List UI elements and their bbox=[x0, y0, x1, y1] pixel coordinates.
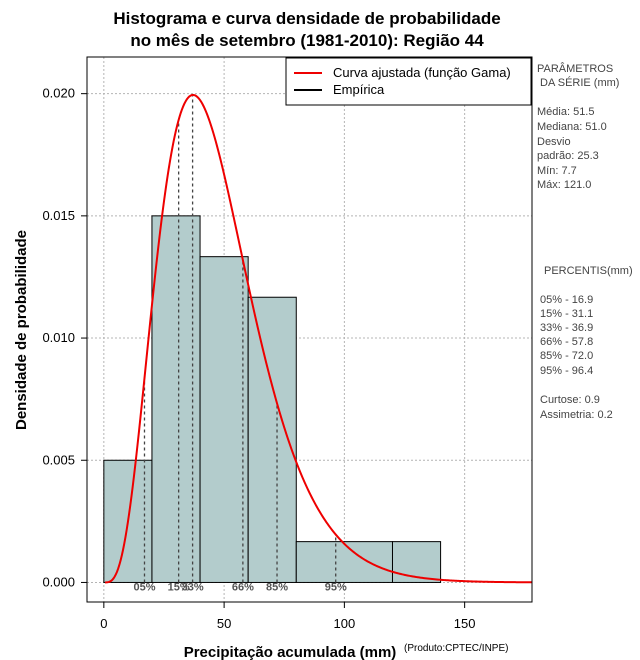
chart-title-line1: Histograma e curva densidade de probabil… bbox=[113, 9, 500, 28]
param-desvio-2: padrão: 25.3 bbox=[537, 150, 599, 162]
param-media: Média: 51.5 bbox=[537, 106, 594, 118]
chart-title-line2: no mês de setembro (1981-2010): Região 4… bbox=[130, 31, 484, 50]
x-tick-label: 150 bbox=[454, 616, 476, 631]
legend-label-empirical: Empírica bbox=[333, 82, 385, 97]
y-tick-label: 0.000 bbox=[42, 574, 75, 589]
param-min: Mín: 7.7 bbox=[537, 165, 577, 177]
legend-label-curve: Curva ajustada (função Gama) bbox=[333, 65, 511, 80]
percentile-label: 95% bbox=[325, 581, 347, 593]
histogram-bar bbox=[199, 256, 249, 583]
histogram-bar bbox=[295, 541, 393, 583]
histogram-bars bbox=[103, 215, 442, 583]
y-axis-title: Densidade de probabilidade bbox=[13, 230, 30, 430]
params-title-2: DA SÉRIE (mm) bbox=[540, 76, 619, 89]
x-tick-label: 100 bbox=[334, 616, 356, 631]
stat-curtose: Curtose: 0.9 bbox=[540, 394, 600, 406]
percentil-33: 33% - 36.9 bbox=[540, 322, 593, 334]
gamma-curve-layer bbox=[105, 93, 533, 584]
percentile-label: 15% bbox=[168, 581, 190, 593]
product-credit: (Produto:CPTEC/INPE) bbox=[404, 643, 508, 654]
y-tick-label: 0.020 bbox=[42, 86, 75, 101]
y-tick-label: 0.005 bbox=[42, 452, 75, 467]
param-mediana: Mediana: 51.0 bbox=[537, 121, 607, 133]
percentile-lines: 05% 15%33% 66% 85% 95% bbox=[133, 94, 347, 593]
legend: Curva ajustada (função Gama) Empírica bbox=[285, 57, 532, 106]
percentil-66: 66% - 57.8 bbox=[540, 336, 593, 348]
percentile-label: 33% bbox=[182, 581, 204, 593]
percentile-label: 66% bbox=[232, 581, 254, 593]
percentiles-panel: PERCENTIS(mm) 05% - 16.9 15% - 31.1 33% … bbox=[540, 265, 633, 421]
percentile-label: 05% bbox=[133, 581, 155, 593]
x-axis: 0 50 100 150 bbox=[100, 601, 476, 631]
histogram-bar bbox=[391, 541, 442, 583]
percentil-05: 05% - 16.9 bbox=[540, 294, 593, 306]
series-parameters-panel: PARÂMETROS DA SÉRIE (mm) Média: 51.5 Med… bbox=[537, 62, 619, 191]
gamma-curve bbox=[105, 93, 533, 584]
x-tick-label: 0 bbox=[100, 616, 107, 631]
percentil-85: 85% - 72.0 bbox=[540, 350, 593, 362]
percentil-15: 15% - 31.1 bbox=[540, 308, 593, 320]
params-title-1: PARÂMETROS bbox=[537, 62, 613, 75]
x-axis-title: Precipitação acumulada (mm) bbox=[184, 644, 397, 660]
param-max: Máx: 121.0 bbox=[537, 179, 591, 191]
percentile-label: 85% bbox=[266, 581, 288, 593]
stat-assimetria: Assimetria: 0.2 bbox=[540, 409, 613, 421]
y-axis: 0.000 0.005 0.010 0.015 0.020 bbox=[42, 86, 87, 589]
y-tick-label: 0.010 bbox=[42, 330, 75, 345]
param-desvio-1: Desvio bbox=[537, 136, 571, 148]
percentil-95: 95% - 96.4 bbox=[540, 365, 593, 377]
legend-box bbox=[285, 57, 532, 106]
y-tick-label: 0.015 bbox=[42, 208, 75, 223]
x-tick-label: 50 bbox=[217, 616, 231, 631]
percentis-title: PERCENTIS(mm) bbox=[544, 265, 633, 277]
